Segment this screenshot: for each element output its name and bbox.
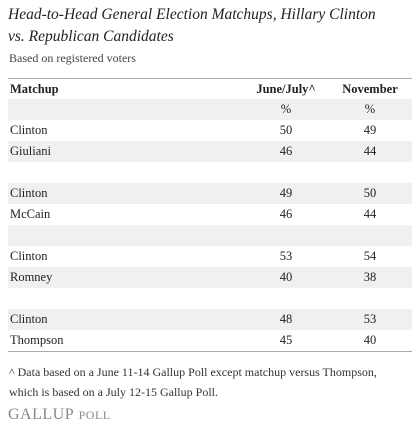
separator-row — [8, 288, 412, 309]
data-row: Clinton 48 53 — [8, 309, 412, 330]
header-row: Matchup June/July^ November — [8, 78, 412, 101]
unit: % — [280, 102, 292, 116]
value: 50 — [279, 123, 293, 137]
separator-row — [8, 225, 412, 246]
value: 53 — [279, 249, 293, 263]
value: 46 — [279, 144, 293, 158]
units-row: %% — [8, 99, 412, 120]
value: 44 — [363, 144, 377, 158]
title: Head-to-Head General Election Matchups, … — [8, 6, 376, 45]
value: 53 — [363, 312, 377, 326]
footnote: ^ Data based on a June 11-14 Gallup Poll… — [9, 365, 377, 399]
value: 44 — [363, 207, 377, 221]
matchup: Thompson — [10, 333, 64, 347]
value: 45 — [279, 333, 293, 347]
data-row: Clinton 53 54 — [8, 246, 412, 267]
value: 49 — [363, 123, 377, 137]
separator-row — [8, 162, 412, 183]
matchup: Romney — [10, 270, 53, 284]
value: 40 — [279, 270, 293, 284]
column-header: June/July^ — [256, 82, 316, 96]
unit: % — [364, 102, 376, 116]
value: 40 — [363, 333, 377, 347]
value: 48 — [279, 312, 293, 326]
matchup: McCain — [10, 207, 51, 221]
data-row: Clinton 49 50 — [8, 183, 412, 204]
value: 54 — [363, 249, 377, 263]
subtitle: Based on registered voters — [9, 51, 136, 65]
column-header: November — [342, 82, 398, 96]
data-row: Romney 40 38 — [8, 267, 412, 288]
value: 50 — [363, 186, 377, 200]
data-row: McCain 46 44 — [8, 204, 412, 225]
data-row: Giuliani 46 44 — [8, 141, 412, 162]
data-row: Clinton 50 49 — [8, 120, 412, 141]
value: 49 — [279, 186, 293, 200]
column-header: Matchup — [10, 82, 59, 96]
matchup: Clinton — [10, 312, 48, 326]
data-row: Thompson 45 40 — [8, 330, 412, 351]
logo-product: POLL — [78, 408, 111, 422]
value: 46 — [279, 207, 293, 221]
logo: GALLUP POLL — [8, 406, 111, 424]
value: 38 — [363, 270, 377, 284]
matchup: Clinton — [10, 186, 48, 200]
bottom-rule — [8, 351, 412, 352]
matchup: Clinton — [10, 123, 48, 137]
matchup: Giuliani — [10, 144, 51, 158]
matchup: Clinton — [10, 249, 48, 263]
logo-name: GALLUP — [8, 406, 75, 423]
